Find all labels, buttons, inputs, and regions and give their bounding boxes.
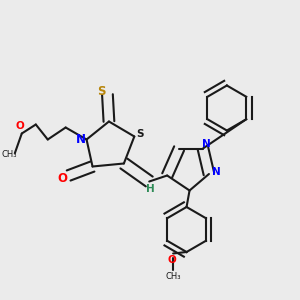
Text: O: O [167,255,176,265]
Text: N: N [76,133,85,146]
Text: S: S [97,85,105,98]
Text: S: S [136,129,143,139]
Text: N: N [212,167,221,177]
Text: H: H [146,184,155,194]
Text: O: O [58,172,68,185]
Text: CH₃: CH₃ [165,272,181,281]
Text: O: O [16,121,25,131]
Text: CH₃: CH₃ [2,150,17,159]
Text: N: N [202,139,210,149]
